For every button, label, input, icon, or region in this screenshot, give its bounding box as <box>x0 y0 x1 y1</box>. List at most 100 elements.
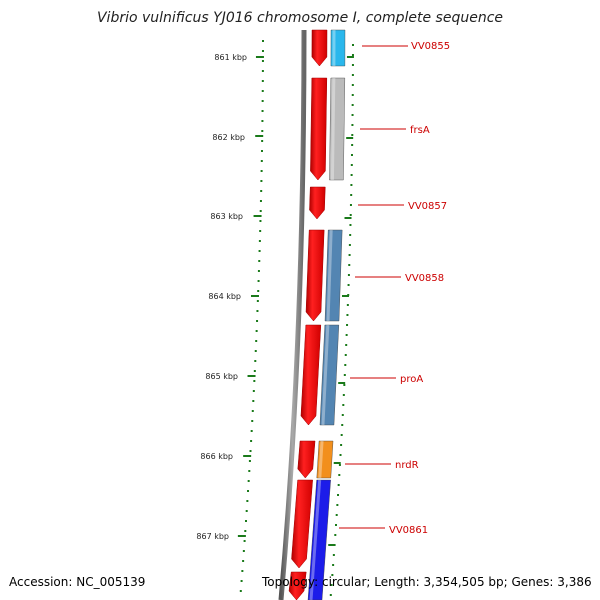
ruler-dot <box>253 380 256 382</box>
ruler-dot <box>254 350 257 352</box>
ruler-dot <box>253 370 256 372</box>
ruler-dot <box>260 170 263 172</box>
ruler-dot <box>261 110 264 112</box>
ruler-dot <box>245 510 248 512</box>
ruler-dot <box>241 570 244 572</box>
gene-feature-highlight <box>326 229 333 322</box>
ruler-dot <box>245 520 248 522</box>
ruler-dot <box>351 104 354 106</box>
ruler-dot <box>351 134 354 136</box>
ruler-dot <box>351 114 354 116</box>
ruler-dot <box>261 100 264 102</box>
ruler-dot <box>351 94 354 96</box>
ruler-dot <box>335 524 338 526</box>
gene-feature-highlight <box>318 440 324 479</box>
gene-label-vv0861: VV0861 <box>389 525 428 536</box>
ruler-dot <box>261 80 264 82</box>
ruler-dot <box>331 574 334 576</box>
ruler-dot <box>349 214 352 216</box>
gene-label-vv0855: VV0855 <box>411 41 450 52</box>
ruler-ticks <box>237 40 354 596</box>
ruler-label: 863 kbp <box>210 212 243 221</box>
ruler-dot <box>338 464 341 466</box>
ruler-dot <box>248 470 251 472</box>
forward-gene-arrow <box>309 186 326 220</box>
ruler-dot <box>261 70 264 72</box>
ruler-dot <box>329 594 332 596</box>
ruler-dot <box>250 430 253 432</box>
ruler-dot <box>351 64 354 66</box>
ruler-dot <box>345 334 348 336</box>
ruler-dot <box>349 224 352 226</box>
gene-feature-highlight <box>329 186 334 220</box>
ruler-major-tick <box>247 375 256 377</box>
gene-feature <box>330 29 346 67</box>
ruler-major-tick <box>243 455 252 457</box>
ruler-dot <box>343 374 346 376</box>
ruler-dot <box>261 120 264 122</box>
ruler-dot <box>348 254 351 256</box>
forward-strand-genes <box>288 29 328 600</box>
ruler-dot <box>255 340 258 342</box>
gene-tick <box>338 382 346 384</box>
ruler-major-tick <box>255 56 264 58</box>
ruler-dot <box>330 584 333 586</box>
ruler-dot <box>257 290 260 292</box>
ruler-dot <box>347 274 350 276</box>
ruler-major-tick <box>250 295 259 297</box>
gene-label-vv0857: VV0857 <box>408 201 447 212</box>
ruler-dot <box>261 130 264 132</box>
ruler-dot <box>240 580 243 582</box>
gene-tick <box>341 295 349 297</box>
ruler-dot <box>338 474 341 476</box>
ruler-dot <box>332 554 335 556</box>
topology-info: Topology: circular; Length: 3,354,505 bp… <box>262 575 592 589</box>
gene-feature <box>307 479 331 600</box>
ruler-dot <box>249 450 252 452</box>
chromosome-backbone <box>278 29 307 600</box>
forward-gene-arrow <box>288 571 307 600</box>
ruler-dot <box>334 534 337 536</box>
gene-label-nrdr: nrdR <box>395 460 419 471</box>
ruler-dot <box>261 140 264 142</box>
ruler-dot <box>260 180 263 182</box>
forward-gene-arrow <box>305 229 325 322</box>
ruler-dot <box>340 444 343 446</box>
ruler-dot <box>350 174 353 176</box>
ruler-dot <box>246 500 249 502</box>
gene-feature <box>324 229 343 322</box>
ruler-dot <box>346 324 349 326</box>
ruler-dot <box>344 354 347 356</box>
gene-tick <box>346 137 354 139</box>
ruler-dot <box>344 364 347 366</box>
ruler-dot <box>349 204 352 206</box>
forward-gene-arrow <box>310 77 328 181</box>
ruler-dot <box>336 504 339 506</box>
ruler-dot <box>260 150 263 152</box>
ruler-dot <box>337 484 340 486</box>
gene-feature <box>319 324 340 426</box>
ruler-dot <box>239 590 242 592</box>
ruler-dot <box>341 424 344 426</box>
ruler-major-tick <box>253 215 262 217</box>
forward-gene-arrow <box>297 440 316 479</box>
gene-label-vv0858: VV0858 <box>405 273 444 284</box>
ruler-dot <box>261 50 264 52</box>
ruler-dot <box>256 310 259 312</box>
ruler-dot <box>343 384 346 386</box>
ruler-dot <box>346 304 349 306</box>
ruler-dot <box>247 490 250 492</box>
ruler-dot <box>252 400 255 402</box>
ruler-label: 861 kbp <box>214 53 247 62</box>
ruler-dot <box>341 414 344 416</box>
gene-label-proa: proA <box>400 374 423 385</box>
ruler-dot <box>242 550 245 552</box>
ruler-major-tick <box>237 535 246 537</box>
ruler-dot <box>351 54 354 56</box>
forward-gene-arrow <box>300 324 322 426</box>
ruler-dot <box>348 264 351 266</box>
ruler-label: 865 kbp <box>205 372 238 381</box>
forward-gene-arrow <box>291 479 313 569</box>
ruler-dot <box>257 280 260 282</box>
